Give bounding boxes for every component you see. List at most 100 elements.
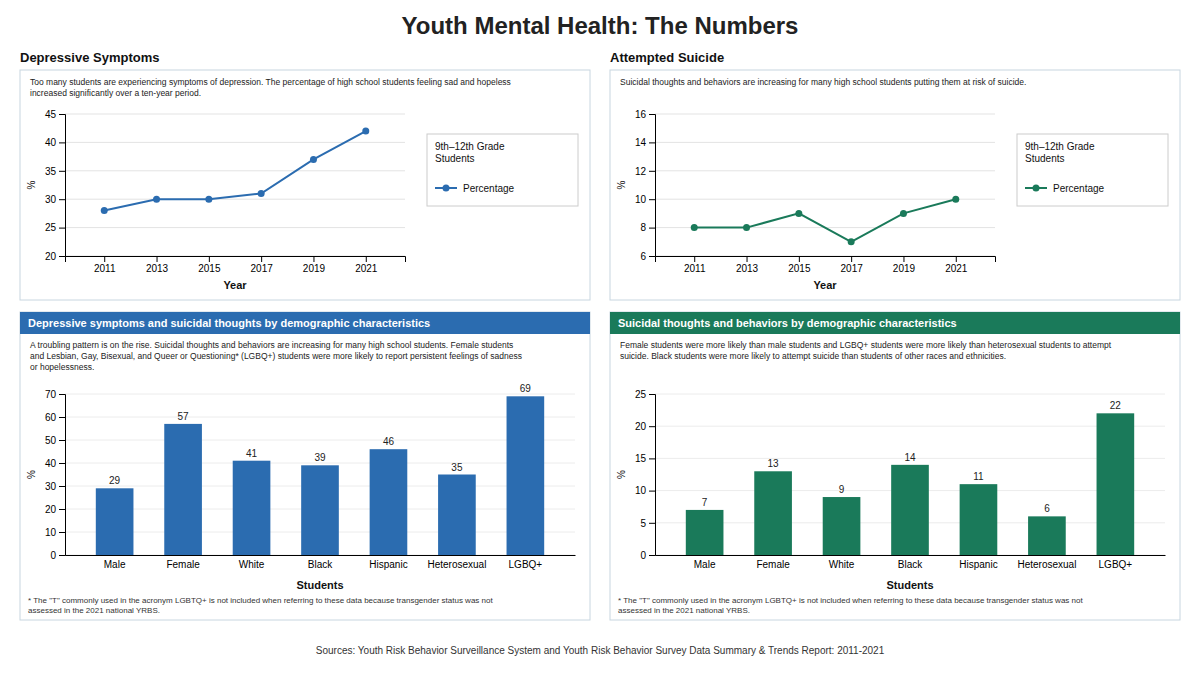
tick-mark (59, 256, 65, 257)
tick-mark (649, 523, 655, 524)
tick: 10 (45, 527, 65, 538)
grid-line (65, 142, 405, 143)
data-labels: 29574139463569 (109, 383, 531, 486)
panel-frame (610, 312, 1180, 620)
point (691, 224, 698, 231)
tick-label: 20 (45, 251, 57, 262)
grid-line (655, 142, 995, 143)
tick-mark (313, 256, 314, 262)
bar (823, 497, 861, 555)
tick-label: 40 (45, 137, 57, 148)
axis-line (649, 115, 656, 257)
bar (686, 510, 724, 555)
axis-title: Students (296, 579, 343, 591)
grid-line (65, 417, 575, 418)
tick-mark (649, 256, 655, 257)
tick: Heterosexual (427, 555, 486, 570)
tick-label: 2015 (788, 263, 811, 274)
bar (96, 488, 134, 555)
dashboard: Youth Mental Health: The NumbersSources:… (0, 0, 1200, 675)
bar (164, 424, 202, 555)
grid-line (65, 394, 575, 395)
tick-label: Hispanic (369, 559, 407, 570)
point (310, 156, 317, 163)
data-label: 39 (314, 452, 326, 463)
tick: Male (104, 555, 126, 570)
tick: Hispanic (369, 555, 407, 570)
axis: 201120132015201720192021 (656, 256, 996, 274)
tick-label: 25 (635, 389, 647, 400)
axis-title: Year (223, 279, 247, 291)
tick-mark (261, 256, 262, 262)
legend-frame (427, 134, 578, 206)
panel-title: Suicidal thoughts and behaviors by demog… (618, 317, 957, 329)
tick-label: Heterosexual (1017, 559, 1076, 570)
tick-mark (59, 114, 65, 115)
tick: 16 (635, 109, 655, 120)
data-label: 35 (451, 462, 463, 473)
tick-label: LGBQ+ (1099, 559, 1133, 570)
section-title: Attempted Suicide (610, 50, 724, 65)
tick-label: 10 (635, 194, 647, 205)
tick-mark (366, 256, 367, 262)
tick-label: Male (104, 559, 126, 570)
tick-mark (649, 228, 655, 229)
tick: 2021 (945, 256, 968, 274)
tick-label: White (829, 559, 855, 570)
axis-line (66, 257, 406, 263)
tick-label: 2013 (736, 263, 759, 274)
header-bar (20, 312, 590, 334)
tick-label: 50 (45, 435, 57, 446)
tick: 60 (45, 412, 65, 423)
tick-mark (59, 463, 65, 464)
bar-panel: Depressive symptoms and suicidal thought… (20, 312, 590, 620)
tick-mark (851, 256, 852, 262)
axis-line (59, 115, 66, 257)
grid-line (65, 440, 575, 441)
tick-mark (209, 256, 210, 262)
axis: 010203040506070 (45, 389, 66, 561)
grid (655, 394, 1165, 555)
tick-label: Hispanic (959, 559, 997, 570)
source: Sources: Youth Risk Behavior Surveillanc… (316, 645, 885, 656)
tick-mark (903, 256, 904, 262)
panel-frame (20, 70, 590, 300)
tick: 2011 (684, 256, 706, 274)
tick-mark (747, 256, 748, 262)
data-label: 57 (178, 411, 190, 422)
grid-line (65, 227, 405, 228)
tick-mark (649, 458, 655, 459)
data-label: 69 (520, 383, 532, 394)
tick: Black (898, 555, 923, 570)
tick-label: 5 (640, 518, 646, 529)
tick-mark (59, 394, 65, 395)
tick: 2013 (146, 256, 169, 274)
axis: 202530354045 (45, 109, 66, 262)
tick: 2019 (893, 256, 916, 274)
tick-label: Female (756, 559, 790, 570)
tick: 2013 (736, 256, 759, 274)
tick-label: 30 (45, 481, 57, 492)
legend: 9th–12th GradeStudentsPercentage (427, 134, 578, 206)
tick-mark (649, 171, 655, 172)
bar (507, 396, 545, 555)
tick: LGBQ+ (509, 555, 543, 570)
axis: 201120132015201720192021 (66, 256, 406, 274)
tick-label: 16 (635, 109, 647, 120)
axis: MaleFemaleWhiteBlackHispanicHeterosexual… (66, 555, 576, 570)
line (694, 199, 956, 242)
tick: 45 (45, 109, 65, 120)
point (205, 196, 212, 203)
tick-mark (104, 256, 105, 262)
tick: 2015 (198, 256, 221, 274)
data-label: 29 (109, 475, 121, 486)
tick: 2011 (94, 256, 116, 274)
axis-line (59, 395, 66, 556)
tick-label: 2011 (94, 263, 116, 274)
tick: 2021 (355, 256, 378, 274)
axis-title: % (26, 470, 37, 479)
tick: 2019 (303, 256, 326, 274)
bar (233, 461, 271, 555)
tick-mark (649, 555, 655, 556)
data-label: 46 (383, 436, 395, 447)
